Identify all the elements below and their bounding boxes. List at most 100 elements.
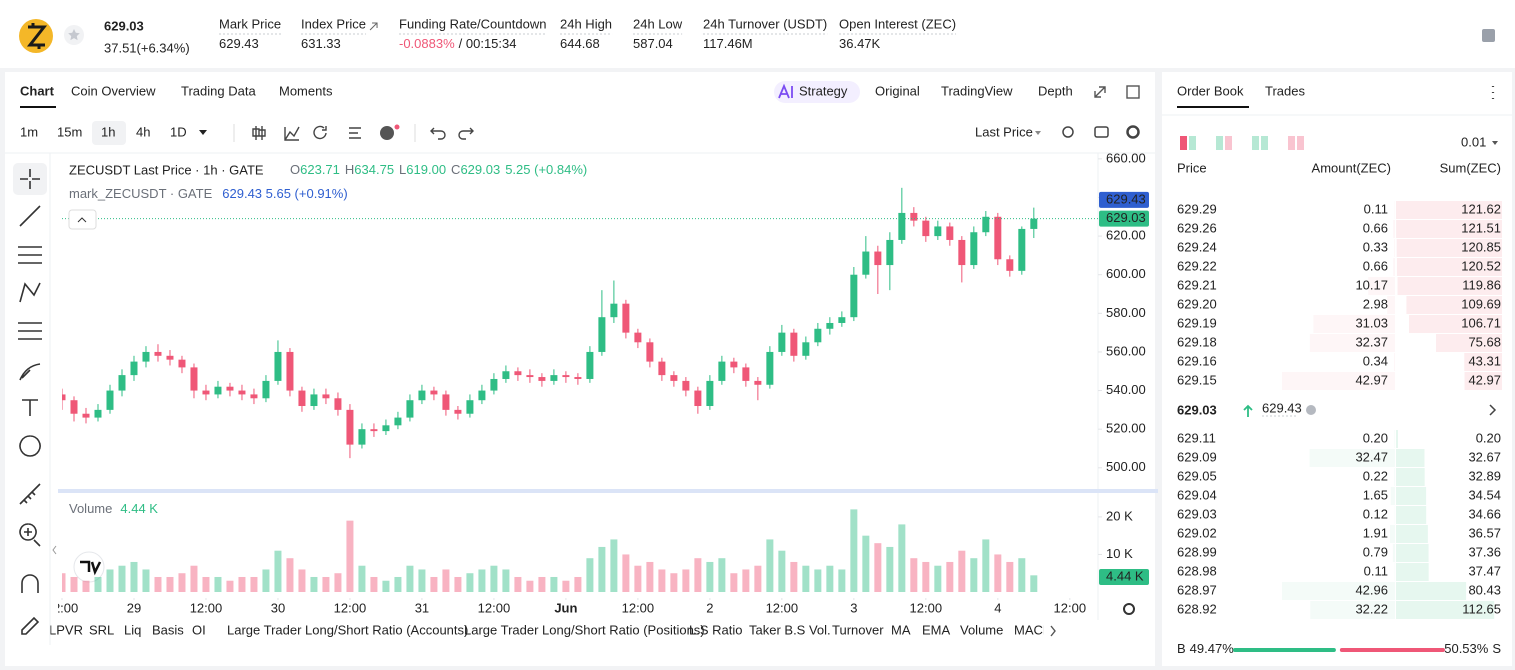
drawing-tool[interactable] [19, 282, 41, 303]
ob-price[interactable]: 629.04 [1177, 487, 1217, 502]
indicator[interactable]: Large Trader Long/Short Ratio (Positions… [464, 622, 705, 637]
expand-icon[interactable] [1094, 86, 1106, 98]
dropdown-caret[interactable] [199, 130, 207, 135]
toolbar-icon[interactable] [458, 127, 474, 140]
ob-price[interactable]: 629.02 [1177, 525, 1217, 540]
ob-price[interactable]: 629.21 [1177, 277, 1217, 292]
ob-price[interactable]: 629.20 [1177, 296, 1217, 311]
ob-price[interactable]: 629.11 [1177, 430, 1216, 445]
ob-price[interactable]: 628.99 [1177, 544, 1217, 559]
drawing-tool[interactable] [21, 616, 40, 635]
collapse-caret[interactable] [77, 217, 87, 223]
indicator[interactable]: Large Trader Long/Short Ratio (Accounts) [227, 622, 468, 637]
ob-price[interactable]: 629.24 [1177, 239, 1217, 254]
interval[interactable]: 1h [101, 124, 115, 139]
indicator[interactable]: Liq [124, 622, 141, 637]
indicator[interactable]: MA [891, 622, 911, 637]
drawing-tool[interactable] [19, 523, 41, 547]
indicator[interactable]: SRL [89, 622, 114, 637]
ob-price[interactable]: 629.22 [1177, 258, 1217, 273]
indicator[interactable]: EMA [922, 622, 951, 637]
x-tick-label: 12:00 [190, 600, 223, 615]
search-icon[interactable] [1062, 126, 1074, 138]
indicator-more[interactable] [1050, 625, 1056, 637]
toolbar-icon[interactable] [430, 127, 446, 140]
camera-icon[interactable] [1094, 126, 1109, 138]
indicator[interactable]: L.S Ratio [689, 622, 742, 637]
ob-price[interactable]: 629.09 [1177, 449, 1217, 464]
ob-price[interactable]: 629.15 [1177, 372, 1217, 387]
drawing-tool[interactable] [21, 574, 39, 593]
drawing-tool[interactable] [18, 322, 42, 340]
indicator[interactable]: MACD [1014, 622, 1052, 637]
ob-price[interactable]: 628.98 [1177, 563, 1217, 578]
ob-price[interactable]: 629.26 [1177, 220, 1217, 235]
indicator[interactable]: OI [192, 622, 206, 637]
window-icon[interactable] [1126, 85, 1140, 99]
sell-ratio: 50.53% S [1444, 641, 1501, 656]
dropdown-caret[interactable] [1492, 141, 1498, 145]
view-tab[interactable]: Depth [1038, 83, 1073, 98]
indicator[interactable]: Volume [960, 622, 1003, 637]
interval[interactable]: 15m [57, 124, 82, 139]
stat-value-part: 629.43 [219, 36, 259, 51]
tool-active[interactable] [13, 163, 47, 195]
ob-view[interactable] [1216, 136, 1223, 150]
ob-price[interactable]: 629.05 [1177, 468, 1217, 483]
toolbar-icon[interactable] [313, 125, 327, 140]
ob-view[interactable] [1180, 136, 1187, 150]
ob-tab[interactable]: Order Book [1177, 83, 1244, 98]
ob-view[interactable] [1189, 136, 1196, 150]
indicator[interactable]: Basis [152, 622, 184, 637]
ob-price[interactable]: 629.03 [1177, 506, 1217, 521]
favorite-star[interactable] [68, 29, 80, 41]
indicator[interactable]: Taker B.S Vol. [749, 622, 831, 637]
view-tab[interactable]: TradingView [941, 83, 1013, 98]
toolbar-icon[interactable] [252, 126, 266, 140]
drawing-tool[interactable] [20, 169, 40, 189]
indicator-icon[interactable] [380, 126, 394, 140]
ob-view[interactable] [1252, 136, 1259, 150]
ob-price[interactable]: 629.18 [1177, 334, 1217, 349]
ob-price[interactable]: 628.92 [1177, 601, 1217, 616]
drawing-tool[interactable] [19, 483, 41, 505]
settings-icon[interactable] [1126, 125, 1140, 139]
interval[interactable]: 1m [20, 124, 38, 139]
ob-price[interactable]: 629.19 [1177, 315, 1217, 330]
drawing-tool[interactable] [22, 399, 38, 416]
ob-tab[interactable]: Trades [1265, 83, 1305, 98]
ob-view[interactable] [1288, 136, 1295, 150]
ob-price[interactable]: 628.97 [1177, 582, 1217, 597]
price-type[interactable]: Last Price [975, 124, 1033, 139]
toolbar-icon[interactable] [284, 126, 300, 141]
drawing-tool[interactable] [19, 205, 41, 227]
interval[interactable]: 4h [136, 124, 150, 139]
indicator[interactable]: LPVR [49, 622, 83, 637]
toolbar-icon[interactable] [349, 127, 361, 139]
ob-view[interactable] [1225, 136, 1232, 150]
view-tab[interactable]: Original [875, 83, 920, 98]
chart-tab[interactable]: Moments [279, 83, 333, 98]
drawing-tool[interactable] [18, 246, 42, 264]
chart-tab[interactable]: Trading Data [181, 83, 256, 98]
collapse-arrow[interactable] [52, 545, 57, 555]
ob-precision[interactable]: 0.01 [1461, 134, 1486, 149]
header-icon[interactable] [1482, 29, 1495, 42]
ob-price[interactable]: 629.29 [1177, 201, 1217, 216]
y-tick-label: 520.00 [1106, 421, 1146, 436]
dropdown-caret[interactable] [1035, 131, 1041, 135]
indicator[interactable]: Turnover [832, 622, 884, 637]
ob-price[interactable]: 629.16 [1177, 353, 1217, 368]
view-tab[interactable]: Strategy [799, 83, 848, 98]
strategy-pill[interactable] [774, 81, 860, 103]
chart-tab[interactable]: Chart [20, 83, 55, 98]
axis-settings[interactable] [1123, 603, 1135, 615]
mid-more[interactable] [1489, 404, 1497, 416]
drawing-tool[interactable] [19, 435, 41, 457]
ob-view[interactable] [1297, 136, 1304, 150]
interval[interactable]: 1D [170, 124, 187, 139]
ob-view[interactable] [1261, 136, 1268, 150]
collapse-legend[interactable] [68, 209, 97, 230]
drawing-tool[interactable] [19, 363, 41, 381]
chart-tab[interactable]: Coin Overview [71, 83, 156, 98]
